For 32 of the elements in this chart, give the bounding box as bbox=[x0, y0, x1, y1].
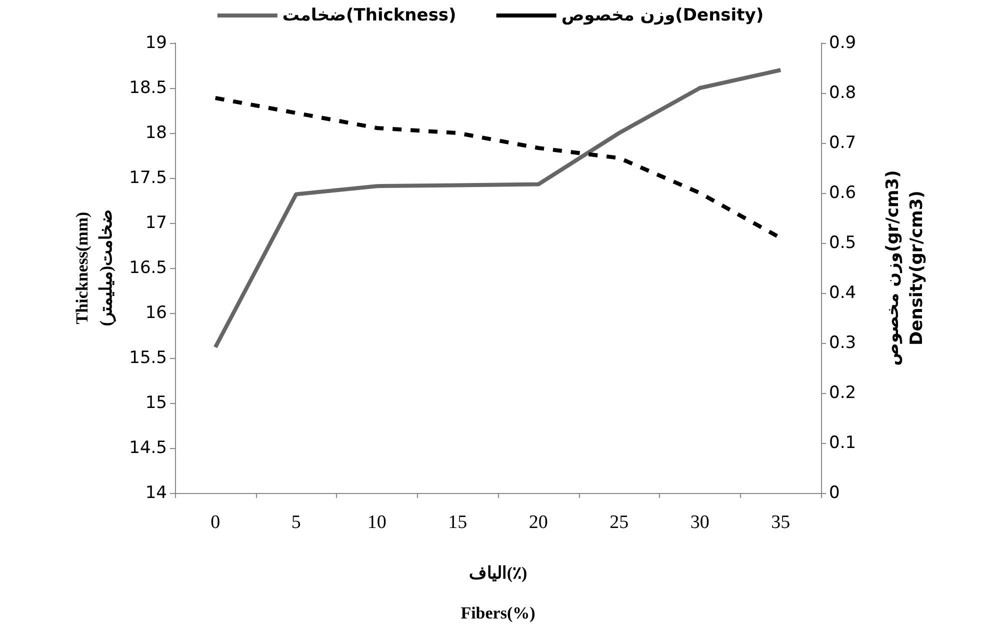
x-tick-label: 0 bbox=[210, 512, 220, 533]
x-tick-label: 5 bbox=[291, 512, 301, 533]
y2-tick-label: 0.5 bbox=[829, 233, 856, 253]
y-tick-label: 18.5 bbox=[129, 78, 167, 98]
line-series bbox=[213, 68, 783, 350]
y2-tick-label: 0.2 bbox=[829, 383, 856, 403]
y2-tick-label: 0 bbox=[829, 483, 840, 503]
x-tick-label: 30 bbox=[690, 512, 710, 533]
y-tick-label: 16 bbox=[145, 303, 167, 323]
legend-label: وزن مخصوص(Density) bbox=[561, 6, 764, 26]
x-tick-label: 20 bbox=[528, 512, 548, 533]
x-tick-label: 15 bbox=[448, 512, 468, 533]
x-tick-label: 35 bbox=[771, 512, 790, 533]
y-tick-label: 17.5 bbox=[129, 168, 167, 188]
y2-tick-label: 0.9 bbox=[829, 33, 856, 53]
y-tick-label: 15.5 bbox=[129, 348, 167, 368]
y-tick-label: 15 bbox=[145, 393, 167, 413]
y2-tick-label: 0.6 bbox=[829, 183, 856, 203]
legend-label: ضخامت(Thickness) bbox=[282, 6, 456, 26]
x-tick-label: 25 bbox=[610, 512, 629, 533]
y-tick-label: 17 bbox=[145, 213, 167, 233]
y2-tick-label: 0.8 bbox=[829, 83, 856, 103]
x-tick-label: 10 bbox=[367, 512, 386, 533]
y-tick-label: 16.5 bbox=[129, 258, 167, 278]
y2-tick-label: 0.1 bbox=[829, 433, 856, 453]
y-tick-label: 18 bbox=[145, 123, 167, 143]
y-tick-label: 14 bbox=[145, 483, 167, 503]
y-tick-label: 14.5 bbox=[129, 438, 167, 458]
y2-tick-label: 0.3 bbox=[829, 333, 856, 353]
y2-tick-label: 0.7 bbox=[829, 133, 856, 153]
y2-tick-label: 0.4 bbox=[829, 283, 856, 303]
y-tick-label: 19 bbox=[145, 33, 167, 53]
